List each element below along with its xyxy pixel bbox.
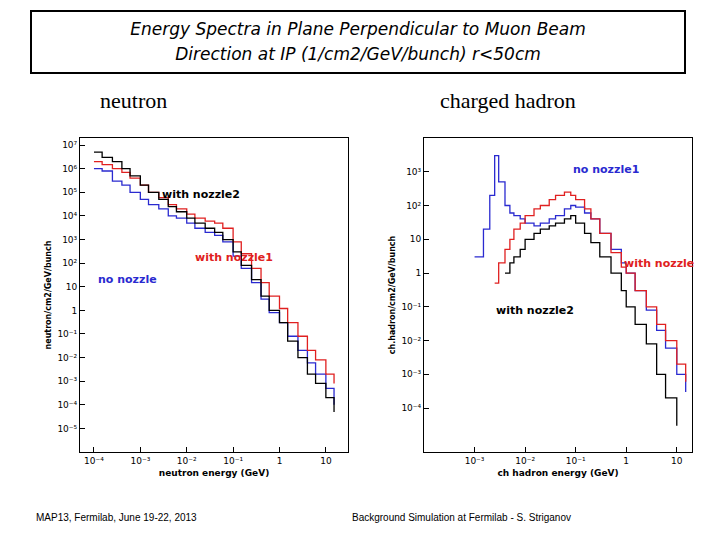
svg-text:10⁻³: 10⁻³	[401, 369, 421, 379]
html-text:Energy Spectra in Plane Perpen: Energy Spectra in Plane Perpendicular to…	[130, 19, 586, 39]
svg-text:ch.hadron/cm2/GeV/bunch: ch.hadron/cm2/GeV/bunch	[388, 235, 397, 354]
svg-text:1: 1	[277, 456, 283, 466]
svg-text:10⁻³: 10⁻³	[57, 376, 77, 386]
svg-text:10²: 10²	[62, 258, 77, 268]
svg-text:10⁴: 10⁴	[62, 211, 77, 221]
svg-text:neutron/cm2/GeV/bunch: neutron/cm2/GeV/bunch	[44, 240, 53, 349]
svg-text:10: 10	[320, 456, 332, 466]
svg-text:with nozzle1: with nozzle1	[195, 251, 273, 264]
svg-text:10⁻²: 10⁻²	[515, 456, 535, 466]
html-text:MAP13, Fermilab, June 19-22, 2: MAP13, Fermilab, June 19-22, 2013	[36, 512, 197, 523]
svg-text:10: 10	[410, 234, 422, 244]
svg-text:10⁻⁴: 10⁻⁴	[84, 456, 104, 466]
svg-text:10³: 10³	[406, 167, 421, 177]
svg-text:10⁻¹: 10⁻¹	[566, 456, 586, 466]
svg-text:10⁻⁴: 10⁻⁴	[401, 403, 421, 413]
svg-text:10⁻¹: 10⁻¹	[57, 329, 77, 339]
svg-text:with nozzle: with nozzle	[624, 257, 694, 270]
svg-text:1: 1	[415, 268, 421, 278]
svg-text:10⁻¹: 10⁻¹	[223, 456, 243, 466]
svg-text:10⁶: 10⁶	[62, 164, 77, 174]
svg-text:10⁻²: 10⁻²	[57, 353, 77, 363]
svg-text:neutron energy (GeV): neutron energy (GeV)	[159, 468, 270, 478]
svg-text:with nozzle2: with nozzle2	[162, 188, 240, 201]
svg-text:no nozzle1: no nozzle1	[573, 163, 639, 176]
svg-text:10: 10	[66, 282, 78, 292]
html-text:charged hadron: charged hadron	[440, 88, 576, 113]
html-text:neutron: neutron	[100, 88, 168, 113]
svg-text:10⁻¹: 10⁻¹	[401, 302, 421, 312]
svg-text:10⁻³: 10⁻³	[130, 456, 150, 466]
svg-text:10⁻³: 10⁻³	[465, 456, 485, 466]
svg-text:10: 10	[671, 456, 683, 466]
svg-text:ch hadron energy (GeV): ch hadron energy (GeV)	[497, 468, 618, 478]
svg-text:10²: 10²	[406, 201, 421, 211]
html-text:Direction at IP (1/cm2/GeV/bun: Direction at IP (1/cm2/GeV/bunch) r<50cm	[175, 44, 541, 64]
svg-text:10³: 10³	[62, 235, 77, 245]
svg-text:10⁻²: 10⁻²	[177, 456, 197, 466]
svg-text:1: 1	[71, 306, 77, 316]
svg-text:10⁻⁵: 10⁻⁵	[57, 424, 77, 434]
html-text:Background Simulation at Fermi: Background Simulation at Fermilab - S. S…	[352, 512, 571, 523]
svg-text:1: 1	[623, 456, 629, 466]
svg-text:10⁻⁴: 10⁻⁴	[57, 400, 77, 410]
svg-text:with nozzle2: with nozzle2	[496, 304, 574, 317]
svg-text:no nozzle: no nozzle	[98, 273, 157, 286]
svg-text:10⁻²: 10⁻²	[401, 336, 421, 346]
svg-text:10⁵: 10⁵	[62, 187, 77, 197]
svg-text:10⁷: 10⁷	[62, 140, 77, 150]
